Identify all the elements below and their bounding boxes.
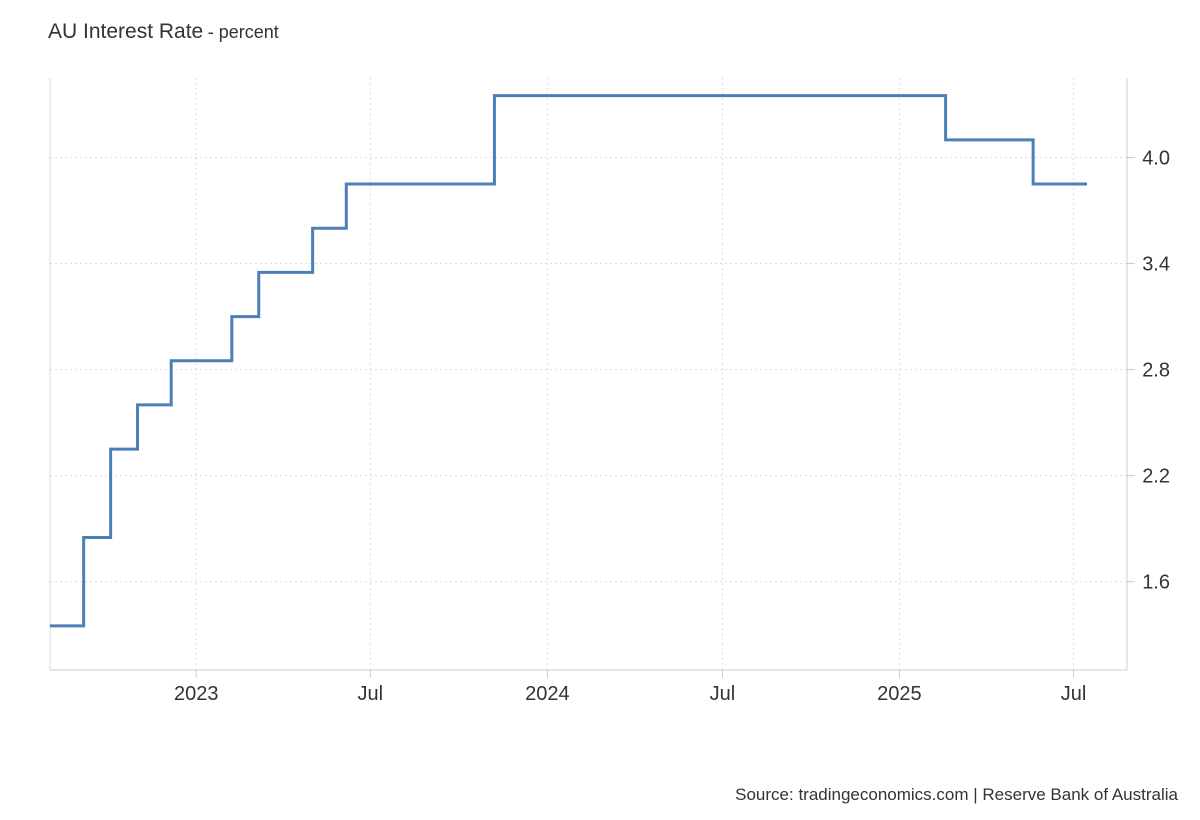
y-tick-label: 2.2 [1142, 466, 1170, 488]
chart-subtitle: percent [218, 22, 279, 42]
y-axis-ticks: 1.6 2.2 2.8 3.4 4.0 [1127, 148, 1170, 594]
x-tick-label: Jul [358, 683, 384, 705]
y-tick-label: 4.0 [1142, 148, 1170, 170]
chart-subtitle-separator: - [207, 22, 219, 42]
x-tick-label: Jul [1061, 683, 1087, 705]
chart-source: Source: tradingeconomics.com | Reserve B… [735, 785, 1178, 804]
x-tick-label: 2025 [877, 683, 922, 705]
chart-title: AU Interest Rate [48, 20, 204, 43]
series-group [50, 94, 1087, 628]
y-tick-label: 2.8 [1142, 360, 1170, 382]
series-line [50, 94, 1087, 628]
axes [49, 78, 1128, 671]
y-tick-label: 3.4 [1142, 254, 1170, 276]
chart-plot: 2023 Jul 2024 Jul 2025 Jul 1.6 2.2 2.8 3.4 4.0 [49, 78, 1170, 705]
x-tick-label: 2023 [174, 683, 219, 705]
x-tick-label: 2024 [525, 683, 570, 705]
x-tick-label: Jul [710, 683, 736, 705]
grid-lines [50, 78, 1127, 670]
chart-title-row: AU Interest Rate - percent [48, 20, 279, 44]
x-axis-ticks: 2023 Jul 2024 Jul 2025 Jul [174, 670, 1086, 705]
y-tick-label: 1.6 [1142, 572, 1170, 594]
